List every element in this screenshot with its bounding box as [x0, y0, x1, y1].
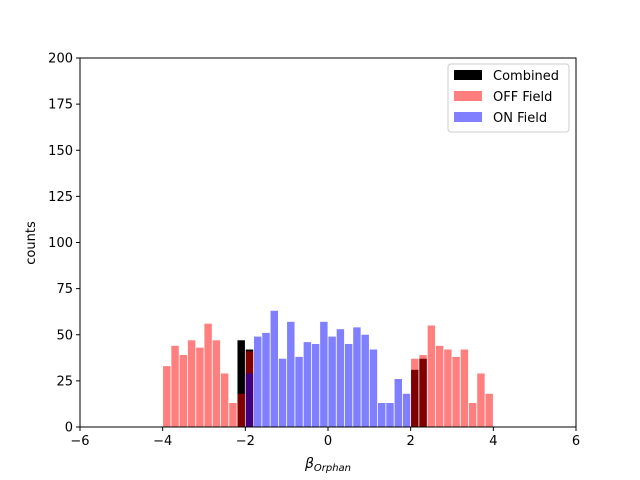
off-field-bar: [460, 349, 469, 427]
y-tick-label: 150: [48, 144, 73, 159]
legend-label-off-field: OFF Field: [493, 90, 552, 105]
x-tick-label: 0: [324, 434, 332, 449]
x-axis-label-main: β: [304, 456, 314, 472]
x-axis-label-subscript: Orphan: [314, 463, 351, 474]
x-axis-ticks: −6 −4 −2 0 2 4 6: [70, 427, 580, 449]
on-field-bar: [303, 342, 312, 427]
x-tick-label: 6: [572, 434, 580, 449]
off-field-bar: [163, 366, 171, 427]
on-field-bar: [386, 403, 394, 427]
off-field-bar: [444, 349, 452, 427]
legend-swatch-combined: [454, 70, 482, 80]
on-field-bar: [328, 336, 336, 427]
off-field-bar: [468, 403, 477, 427]
on-field-bar: [402, 393, 411, 427]
off-field-bar: [237, 393, 245, 427]
y-tick-label: 0: [65, 421, 73, 436]
on-field-bar: [336, 329, 345, 427]
legend-swatch-off-field: [454, 91, 482, 101]
on-field-bar: [344, 343, 353, 427]
y-tick-label: 75: [56, 282, 73, 297]
off-field-bar: [485, 393, 493, 427]
off-field-bar: [477, 373, 485, 427]
off-field-bar: [220, 373, 229, 427]
on-field-bar: [320, 321, 328, 427]
on-field-bar: [262, 332, 270, 427]
y-tick-label: 50: [56, 328, 73, 343]
combined-bar: [237, 340, 245, 427]
legend-swatch-on-field: [454, 112, 482, 122]
legend-label-combined: Combined: [493, 69, 559, 84]
off-field-bar: [411, 358, 419, 427]
on-field-bar: [245, 373, 254, 427]
legend: Combined OFF Field ON Field: [447, 63, 570, 133]
y-axis-ticks: 0 25 50 75 100 125 150 175 200: [48, 52, 80, 436]
off-field-bar: [229, 403, 237, 427]
y-tick-label: 175: [48, 98, 73, 113]
y-tick-label: 25: [56, 374, 73, 389]
off-field-bar: [435, 345, 444, 427]
on-field-bar: [378, 403, 386, 427]
on-field-bar: [287, 321, 295, 427]
off-field-bar: [452, 356, 460, 427]
off-field-bar: [171, 345, 179, 427]
on-field-bar: [394, 379, 402, 427]
on-field-bar: [361, 334, 369, 427]
y-tick-label: 200: [48, 52, 73, 67]
on-field-bar: [353, 327, 361, 427]
x-axis-label: βOrphan: [304, 456, 351, 474]
legend-label-on-field: ON Field: [493, 111, 547, 126]
x-tick-label: −4: [153, 434, 172, 449]
y-tick-label: 125: [48, 190, 73, 205]
bars-layer: [163, 310, 493, 427]
y-axis-label: counts: [24, 221, 39, 265]
x-tick-label: −6: [70, 434, 89, 449]
off-field-bar: [419, 355, 427, 427]
off-field-bar: [427, 325, 436, 427]
x-tick-label: 2: [407, 434, 415, 449]
off-field-bar: [179, 355, 188, 427]
x-tick-label: −2: [236, 434, 255, 449]
off-field-bar: [187, 340, 196, 427]
on-field-bar: [254, 336, 262, 427]
on-field-bar: [311, 343, 320, 427]
x-tick-label: 4: [489, 434, 497, 449]
legend-items: Combined OFF Field ON Field: [454, 69, 559, 126]
on-field-bar: [295, 356, 303, 427]
on-field-bar: [369, 349, 378, 427]
on-field-bar: [270, 310, 278, 427]
off-field-bar: [212, 340, 221, 427]
on-field-bar: [278, 358, 287, 427]
y-tick-label: 100: [48, 236, 73, 251]
off-field-bar: [204, 323, 212, 427]
off-field-bar: [196, 347, 204, 427]
